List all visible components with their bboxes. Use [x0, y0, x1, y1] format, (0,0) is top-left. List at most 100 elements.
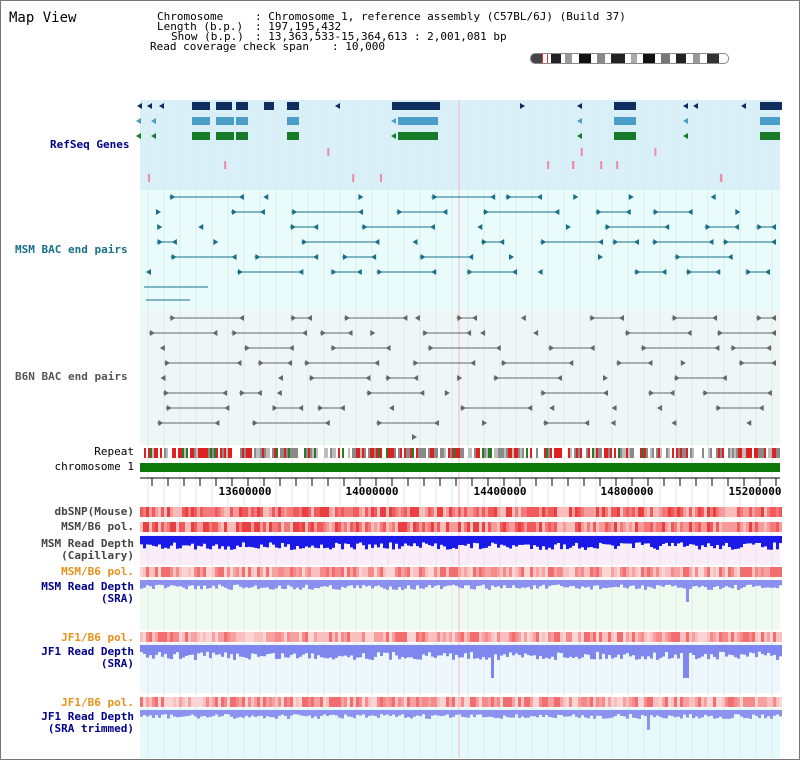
jf1-trim-depth-bar	[773, 710, 776, 716]
msm-pol2-strip	[434, 567, 437, 577]
info-chromosome-value: : Chromosome 1, reference assembly (C57B…	[255, 10, 626, 23]
msm-sra-depth-bar	[719, 580, 722, 590]
msm-bac-end-arrow	[432, 194, 438, 200]
msm-sra-depth-bar	[410, 580, 413, 590]
label-jf1-read-depth-trimmed: JF1 Read Depth	[41, 710, 134, 723]
msm-bac-end-arrow	[255, 254, 261, 260]
msm-cap-depth-bar	[518, 536, 521, 545]
msm-cap-depth-bar	[275, 536, 278, 548]
jf1-pol-strip	[413, 632, 416, 642]
jf1-sra-depth-bar	[497, 645, 500, 660]
msm-sra-depth-bar	[566, 580, 569, 588]
msm-cap-depth-bar	[590, 536, 593, 548]
msm-pol-strip	[431, 522, 434, 532]
repeat-segment	[448, 448, 450, 458]
jf1-sra-depth-bar	[773, 645, 776, 655]
jf1-pol2-strip	[680, 697, 683, 707]
chromosome-ideogram-icon[interactable]	[530, 53, 729, 64]
gene-block	[216, 102, 232, 110]
msm-sra-depth-bar	[725, 580, 728, 587]
dbsnp-strip	[299, 507, 302, 517]
repeat-segment	[278, 448, 280, 458]
jf1-trim-depth-bar	[644, 710, 647, 717]
msm-pol-strip	[518, 522, 521, 532]
dbsnp-strip	[368, 507, 371, 517]
msm-sra-depth-bar	[449, 580, 452, 586]
jf1-trim-depth-bar	[470, 710, 473, 715]
msm-pol2-strip	[722, 567, 725, 577]
msm-cap-depth-bar	[164, 536, 167, 548]
dbsnp-strip	[569, 507, 572, 517]
jf1-sra-depth-bar	[323, 645, 326, 658]
dbsnp-strip	[587, 507, 590, 517]
jf1-sra-depth-bar	[689, 645, 692, 653]
msm-cap-depth-bar	[176, 536, 179, 549]
repeat-segment	[422, 448, 424, 458]
repeat-segment	[512, 448, 514, 458]
msm-bac-track-bg	[140, 190, 780, 310]
repeat-segment	[220, 448, 222, 458]
repeat-segment	[688, 448, 690, 458]
msm-sra-depth-bar	[224, 580, 227, 588]
repeat-segment	[644, 448, 646, 458]
jf1-pol-strip	[671, 632, 674, 642]
jf1-pol-strip	[581, 632, 584, 642]
repeat-segment	[410, 448, 412, 458]
msm-sra-depth-bar	[473, 580, 476, 590]
dbsnp-strip	[374, 507, 377, 517]
dbsnp-strip	[509, 507, 512, 517]
msm-sra-depth-bar	[581, 580, 584, 587]
jf1-sra-depth-bar	[281, 645, 284, 654]
msm-pol2-strip	[143, 567, 146, 577]
jf1-sra-depth-bar	[608, 645, 611, 655]
jf1-pol-strip	[566, 632, 569, 642]
repeat-segment	[348, 448, 350, 458]
msm-sra-depth-bar	[596, 580, 599, 586]
jf1-sra-depth-bar	[341, 645, 344, 657]
b6n-bac-end-arrow	[386, 375, 392, 381]
jf1-sra-depth-bar	[212, 645, 215, 653]
msm-cap-depth-bar	[620, 536, 623, 544]
jf1-sra-depth-bar	[737, 645, 740, 659]
msm-sra-depth-bar	[608, 580, 611, 588]
repeat-segment	[246, 448, 248, 458]
msm-cap-depth-bar	[173, 536, 176, 543]
dbsnp-strip	[416, 507, 419, 517]
jf1-pol2-strip	[635, 697, 638, 707]
repeat-segment	[666, 448, 668, 458]
repeat-segment	[718, 448, 720, 458]
jf1-pol-strip	[308, 632, 311, 642]
msm-pol-strip	[581, 522, 584, 532]
repeat-segment	[576, 448, 578, 458]
msm-pol2-strip	[611, 567, 614, 577]
msm-sra-depth-bar	[392, 580, 395, 590]
jf1-trim-depth-bar	[494, 710, 497, 719]
msm-sra-depth-bar	[200, 580, 203, 590]
msm-bac-end-arrow	[710, 194, 716, 200]
jf1-sra-depth-bar	[473, 645, 476, 659]
b6n-bac-end-arrow	[610, 420, 616, 426]
msm-pol-strip	[479, 522, 482, 532]
msm-pol2-strip	[746, 567, 749, 577]
msm-sra-depth-bar	[281, 580, 284, 589]
msm-cap-depth-bar	[554, 536, 557, 545]
repeat-segment	[710, 448, 712, 458]
jf1-sra-depth-bar	[722, 645, 725, 653]
jf1-trim-depth-bar	[524, 710, 527, 718]
repeat-segment	[250, 448, 252, 458]
msm-sra-depth-bar	[389, 580, 392, 587]
msm-pol-strip	[560, 522, 563, 532]
dbsnp-strip	[719, 507, 722, 517]
msm-pol2-strip	[614, 567, 617, 577]
jf1-pol-strip	[686, 632, 689, 642]
msm-pol2-strip	[224, 567, 227, 577]
jf1-sra-depth-bar	[644, 645, 647, 660]
msm-sra-depth-bar	[314, 580, 317, 588]
jf1-trim-depth-bar	[410, 710, 413, 719]
dbsnp-strip	[542, 507, 545, 517]
msm-bac-end-arrow	[442, 209, 448, 215]
dbsnp-strip	[521, 507, 524, 517]
gene-block	[236, 132, 248, 140]
dbsnp-strip	[668, 507, 671, 517]
msm-pol2-strip	[743, 567, 746, 577]
